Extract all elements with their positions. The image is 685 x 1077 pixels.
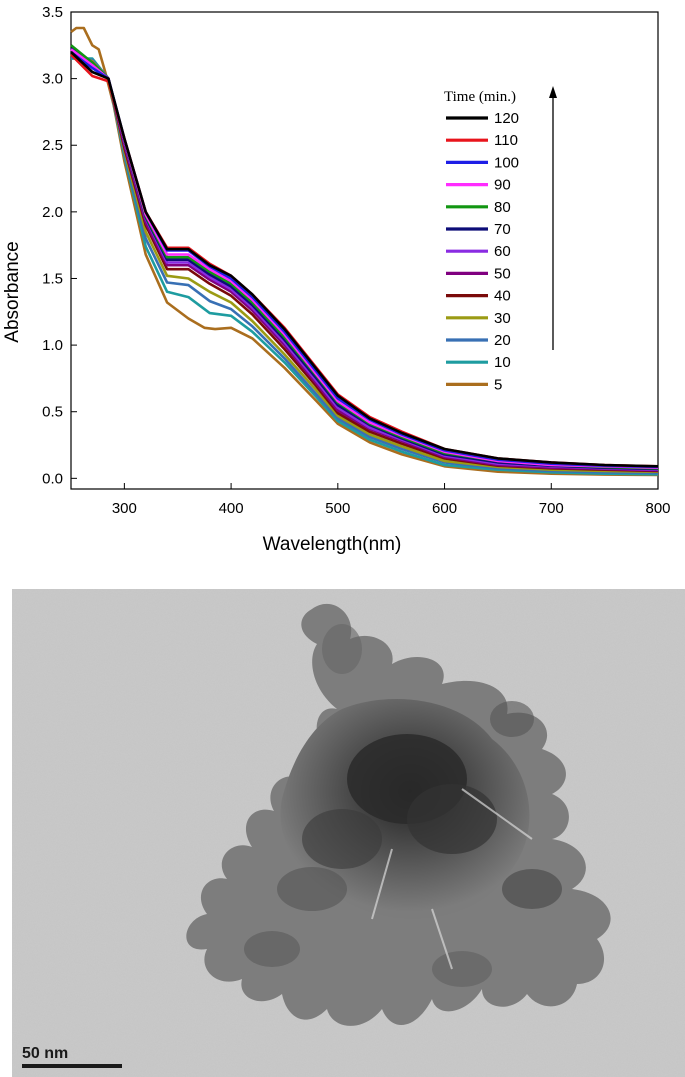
- legend-label-90: 90: [494, 177, 511, 194]
- y-tick-label: 0.5: [42, 404, 63, 421]
- legend-items: 120 110 100 90 80 70 60 50 40 30 20 10 5: [446, 110, 519, 393]
- y-tick-label: 2.0: [42, 204, 63, 221]
- legend-label-50: 50: [494, 265, 511, 282]
- legend-label-110: 110: [494, 132, 518, 149]
- legend-label-100: 100: [494, 154, 519, 171]
- series-lines: [70, 26, 659, 477]
- legend-label-80: 80: [494, 199, 511, 216]
- tem-image: 50 nm: [12, 589, 685, 1077]
- axis-ticks: [71, 11, 659, 489]
- y-tick-label: 1.5: [42, 270, 63, 287]
- x-tick-label: 300: [112, 500, 137, 517]
- legend-label-20: 20: [494, 332, 511, 349]
- legend-label-60: 60: [494, 243, 511, 260]
- x-tick-label: 700: [539, 500, 564, 517]
- legend-label-30: 30: [494, 310, 511, 327]
- x-axis-title: Wavelength(nm): [263, 534, 402, 555]
- nanoparticle-cluster: [186, 603, 611, 1026]
- legend-label-40: 40: [494, 288, 511, 305]
- tem-micrograph: 50 nm: [12, 589, 685, 1077]
- legend-arrow: [549, 86, 557, 350]
- x-tick-label: 400: [219, 500, 244, 517]
- series-line-120: [70, 51, 659, 468]
- legend-label-5: 5: [494, 376, 502, 393]
- y-tick-label: 3.5: [42, 4, 63, 21]
- legend-label-120: 120: [494, 110, 519, 127]
- x-tick-label: 600: [432, 500, 457, 517]
- scale-bar: 50 nm: [22, 1045, 122, 1068]
- legend-title: Time (min.): [444, 89, 516, 105]
- legend-label-70: 70: [494, 221, 511, 238]
- y-tick-label: 1.0: [42, 337, 63, 354]
- absorbance-chart: 300 400 500 600 700 800 0.0 0.5 1.0 1.5 2.0 2.5 3.0 3…: [2, 4, 671, 555]
- scale-bar-label: 50 nm: [22, 1045, 68, 1062]
- x-tick-label: 800: [645, 500, 670, 517]
- legend-label-10: 10: [494, 354, 511, 371]
- y-tick-label: 3.0: [42, 71, 63, 88]
- legend: Time (min.) 120 110 100 90 80 70 60 50 40 30 20 10 5: [444, 86, 557, 393]
- y-axis-title: Absorbance: [2, 241, 23, 342]
- axis-tick-labels: 300 400 500 600 700 800 0.0 0.5 1.0 1.5 2.0 2.5 3.0 3…: [42, 4, 670, 517]
- scale-bar-line: [22, 1064, 122, 1068]
- y-tick-label: 2.5: [42, 137, 63, 154]
- x-tick-label: 500: [325, 500, 350, 517]
- y-tick-label: 0.0: [42, 470, 63, 487]
